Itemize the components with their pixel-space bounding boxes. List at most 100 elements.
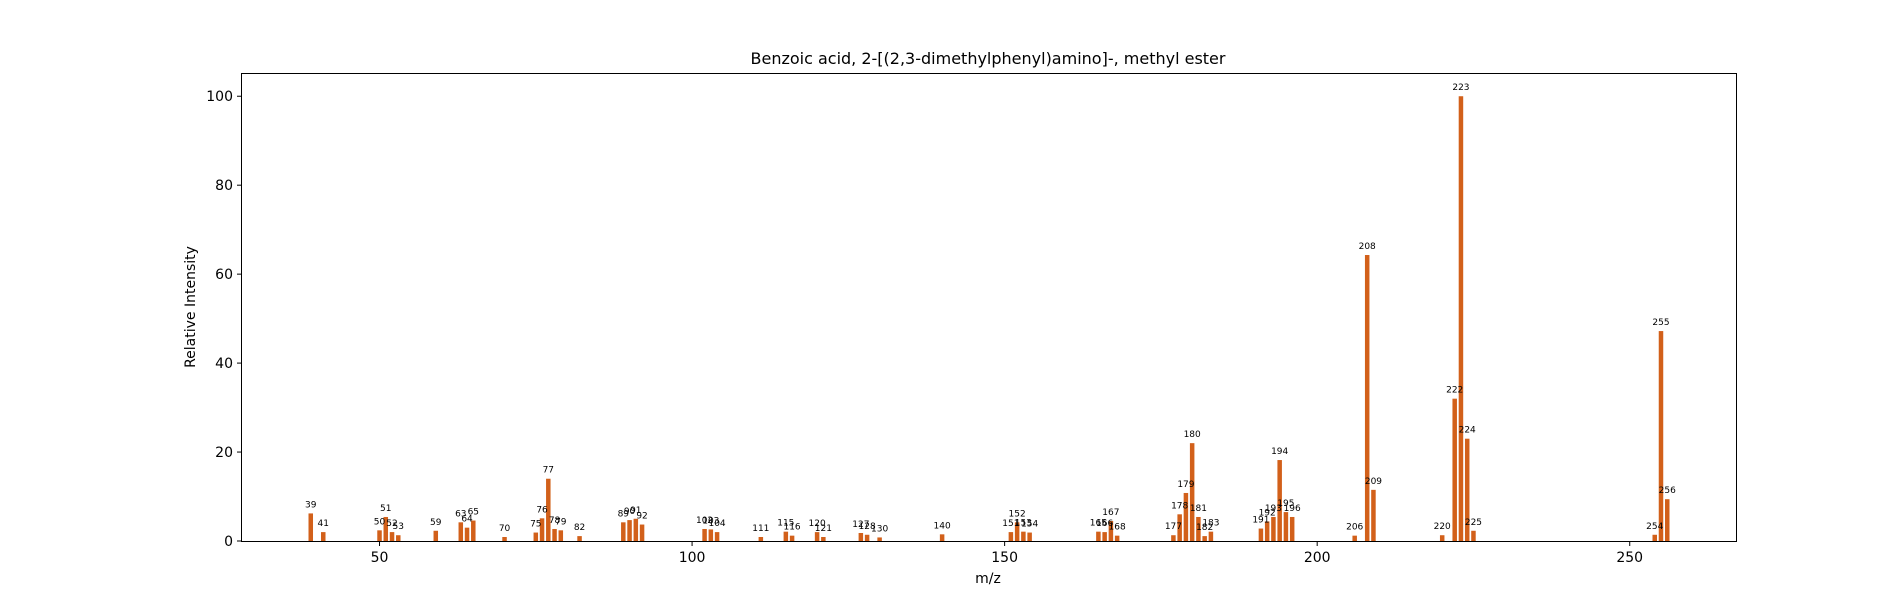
y-tick-label: 100 xyxy=(206,89,233,105)
spectrum-bar-127 xyxy=(858,532,864,541)
y-tick-label: 20 xyxy=(215,445,233,461)
peak-label-194: 194 xyxy=(1271,447,1288,457)
spectrum-bar-120 xyxy=(814,532,820,541)
spectrum-bar-75 xyxy=(533,532,539,541)
peak-label-140: 140 xyxy=(934,521,951,531)
peak-label-79: 79 xyxy=(555,517,567,527)
y-axis-label: Relative Intensity xyxy=(183,246,199,368)
peak-label-153: 153 xyxy=(1015,519,1032,529)
y-tick-label: 80 xyxy=(215,178,233,194)
peak-label-128: 128 xyxy=(859,522,876,532)
peak-label-41: 41 xyxy=(318,519,329,529)
spectrum-bar-256 xyxy=(1664,499,1670,541)
spectrum-bar-177 xyxy=(1171,535,1176,541)
peak-label-181: 181 xyxy=(1190,504,1207,514)
spectrum-bar-180 xyxy=(1189,443,1195,541)
spectrum-bar-78 xyxy=(552,528,557,541)
peak-label-115: 115 xyxy=(777,519,794,529)
spectrum-bar-151 xyxy=(1008,532,1014,541)
spectrum-bar-103 xyxy=(708,529,714,541)
spectrum-bar-183 xyxy=(1208,531,1214,541)
spectrum-bar-165 xyxy=(1096,531,1101,541)
spectrum-bar-111 xyxy=(758,537,764,541)
peak-label-53: 53 xyxy=(393,522,404,532)
spectrum-bar-64 xyxy=(464,527,470,541)
peak-label-152: 152 xyxy=(1009,509,1026,519)
peak-label-206: 206 xyxy=(1346,523,1363,533)
x-tick-label: 100 xyxy=(679,550,706,566)
spectrum-bar-223 xyxy=(1458,96,1464,542)
peak-label-168: 168 xyxy=(1109,523,1126,533)
peak-label-209: 209 xyxy=(1365,477,1382,487)
peak-label-255: 255 xyxy=(1652,318,1669,328)
peak-label-91: 91 xyxy=(630,506,641,516)
y-axis: 0 20 40 60 80 100 xyxy=(206,89,242,550)
peak-label-220: 220 xyxy=(1434,522,1451,532)
spectrum-bar-102 xyxy=(702,528,707,541)
peak-label-89: 89 xyxy=(618,509,630,519)
spectrum-bar-152 xyxy=(1014,522,1020,541)
spectrum-bar-41 xyxy=(321,532,326,541)
spectrum-bar-154 xyxy=(1027,532,1032,541)
peak-label-59: 59 xyxy=(430,518,442,528)
peak-label-179: 179 xyxy=(1177,480,1194,490)
spectrum-bar-167 xyxy=(1108,520,1114,541)
spectrum-bar-179 xyxy=(1183,492,1189,541)
peak-label-76: 76 xyxy=(536,505,548,515)
spectrum-bar-166 xyxy=(1102,532,1107,541)
peak-label-120: 120 xyxy=(809,519,826,529)
x-axis-label: m/z xyxy=(975,571,1001,587)
peak-label-116: 116 xyxy=(783,523,800,533)
peak-label-64: 64 xyxy=(461,515,473,525)
spectrum-bar-222 xyxy=(1452,398,1457,541)
peak-label-208: 208 xyxy=(1359,242,1376,252)
spectrum-bar-77 xyxy=(546,478,551,541)
spectrum-bar-91 xyxy=(633,518,639,541)
spectrum-bar-90 xyxy=(627,520,632,541)
peak-label-39: 39 xyxy=(305,500,317,510)
peak-label-82: 82 xyxy=(574,523,585,533)
peak-label-65: 65 xyxy=(468,508,479,518)
x-axis: 50 100 150 200 250 xyxy=(371,541,1643,566)
peak-label-222: 222 xyxy=(1446,386,1463,396)
peak-label-178: 178 xyxy=(1171,501,1188,511)
peak-label-121: 121 xyxy=(815,524,832,534)
spectrum-bar-70 xyxy=(502,537,507,541)
spectrum-bar-220 xyxy=(1439,535,1445,541)
peak-label-225: 225 xyxy=(1465,518,1482,528)
x-tick-label: 150 xyxy=(991,550,1018,566)
spectrum-bar-51 xyxy=(383,516,389,541)
spectrum-bar-178 xyxy=(1177,514,1182,541)
spectrum-bar-63 xyxy=(458,522,464,541)
peak-label-127: 127 xyxy=(852,520,869,530)
peak-label-92: 92 xyxy=(636,512,647,522)
peak-label-180: 180 xyxy=(1184,430,1201,440)
spectrum-bar-191 xyxy=(1258,528,1264,541)
peak-label-193: 193 xyxy=(1265,504,1282,514)
y-tick-label: 0 xyxy=(224,534,233,550)
peak-label-102: 102 xyxy=(696,516,713,526)
peak-label-103: 103 xyxy=(702,516,719,526)
spectrum-bar-50 xyxy=(377,530,382,541)
spectrum-bar-121 xyxy=(821,537,826,541)
peak-label-154: 154 xyxy=(1021,520,1038,530)
spectrum-bar-65 xyxy=(471,520,476,541)
spectrum-bar-209 xyxy=(1371,489,1376,541)
spectrum-bar-79 xyxy=(558,530,564,541)
spectrum-bar-115 xyxy=(783,531,789,541)
spectrum-bar-254 xyxy=(1652,534,1657,541)
spectrum-bar-206 xyxy=(1352,535,1357,541)
peak-label-182: 182 xyxy=(1196,523,1213,533)
peak-label-52: 52 xyxy=(386,519,397,529)
x-tick-label: 200 xyxy=(1304,550,1331,566)
spectrum-bar-39 xyxy=(308,513,314,541)
spectrum-bar-76 xyxy=(539,518,545,541)
spectrum-bar-225 xyxy=(1471,530,1476,541)
peak-label-254: 254 xyxy=(1646,522,1663,532)
spectrum-bar-130 xyxy=(877,537,882,541)
peak-label-151: 151 xyxy=(1002,519,1019,529)
spectrum-bar-195 xyxy=(1283,512,1289,541)
peak-label-70: 70 xyxy=(499,524,511,534)
